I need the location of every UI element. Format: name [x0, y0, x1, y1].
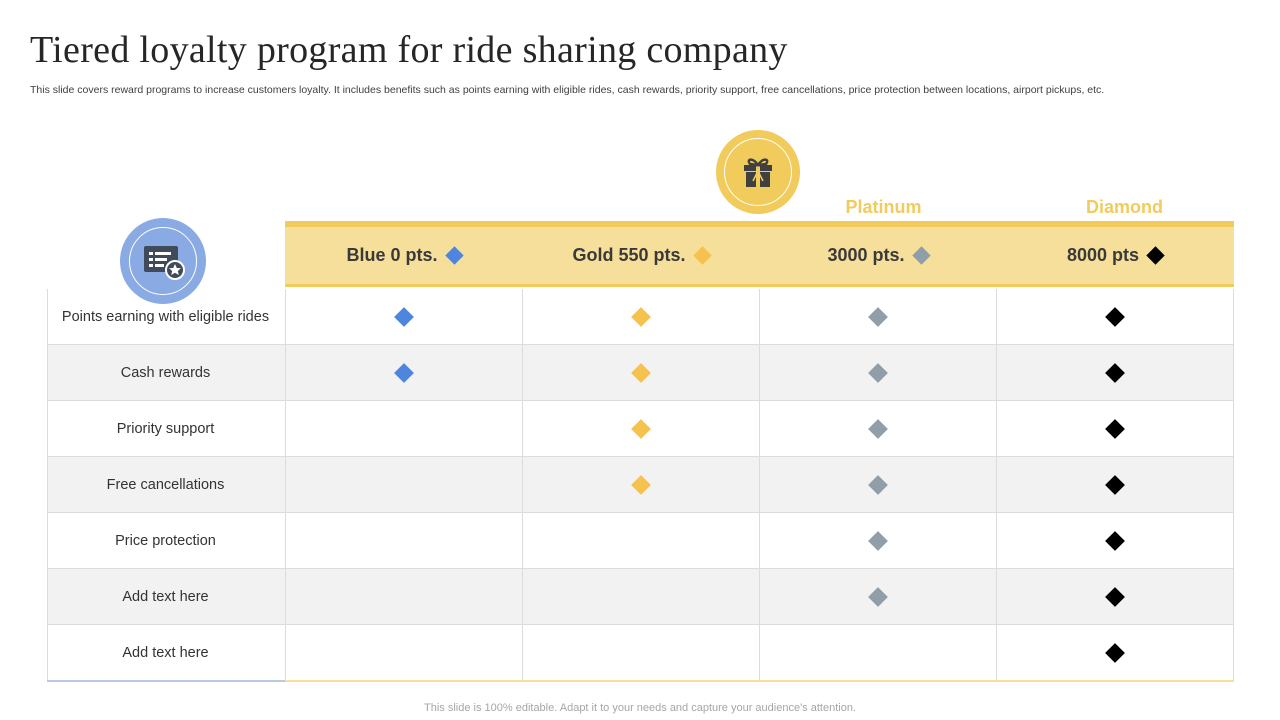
- table-row: Add text here: [47, 625, 1234, 681]
- diamond-icon: [1146, 245, 1165, 265]
- table-divider: [47, 289, 48, 681]
- table-divider: [285, 289, 286, 681]
- table-divider: [996, 289, 997, 681]
- reward-card-badge: [120, 218, 206, 304]
- gift-icon: [744, 158, 772, 187]
- footer-note: This slide is 100% editable. Adapt it to…: [424, 702, 856, 714]
- diamond-icon: [692, 245, 712, 265]
- tier-header-gold: Gold 550 pts.: [522, 244, 759, 266]
- table-row: Points earning with eligible rides: [47, 289, 1234, 345]
- page-title: Tiered loyalty program for ride sharing …: [30, 29, 788, 71]
- tier-name-diamond: Diamond: [1085, 197, 1163, 217]
- benefits-table: Points earning with eligible rides Cash r…: [47, 289, 1234, 681]
- table-row: Price protection: [47, 513, 1234, 569]
- tier-name-platinum: Platinum: [845, 197, 922, 217]
- table-divider: [522, 289, 523, 681]
- benefit-label: Points earning with eligible rides: [61, 309, 270, 325]
- table-bottom-border-right: [285, 680, 1234, 682]
- tier-header-diamond: 8000 pts: [996, 244, 1233, 266]
- table-bottom-border-left: [47, 680, 285, 682]
- tier-header-label: 8000 pts: [1066, 244, 1140, 265]
- benefit-label: Add text here: [122, 589, 209, 605]
- benefit-label: Add text here: [122, 645, 209, 661]
- tier-header-label: Gold 550 pts.: [572, 244, 686, 265]
- diamond-icon: [911, 245, 931, 265]
- tier-header-blue: Blue 0 pts.: [285, 244, 522, 266]
- benefit-label: Price protection: [115, 533, 216, 549]
- tier-header-platinum: 3000 pts.: [759, 244, 996, 266]
- benefit-label: Free cancellations: [106, 477, 225, 493]
- tier-header-band: [285, 221, 1234, 287]
- diamond-icon: [444, 245, 464, 265]
- reward-card-icon: [144, 246, 185, 280]
- tier-header-label: Blue 0 pts.: [346, 244, 438, 265]
- benefit-label: Priority support: [116, 421, 215, 437]
- table-row: Priority support: [47, 401, 1234, 457]
- table-row: Add text here: [47, 569, 1234, 625]
- benefit-label: Cash rewards: [120, 365, 211, 381]
- tier-header-label: 3000 pts.: [827, 244, 905, 265]
- table-divider: [1233, 289, 1234, 681]
- table-divider: [759, 289, 760, 681]
- gift-badge: [716, 130, 800, 214]
- page-subtitle: This slide covers reward programs to inc…: [30, 84, 1105, 96]
